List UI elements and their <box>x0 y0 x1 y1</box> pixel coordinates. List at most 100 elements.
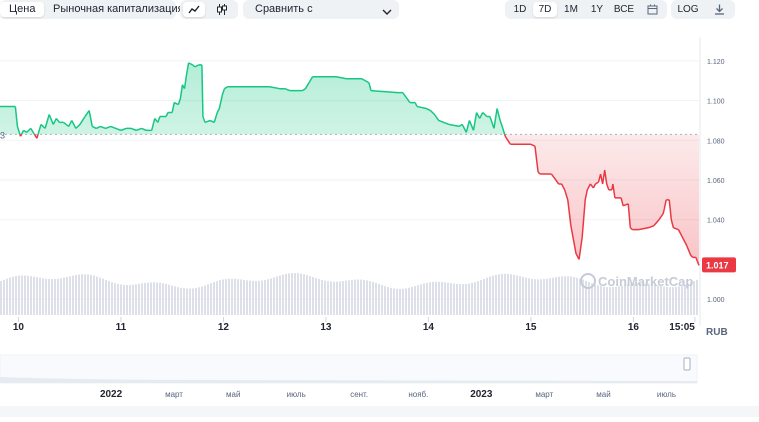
volume-bar <box>423 283 425 315</box>
volume-bar <box>621 285 623 315</box>
volume-bar <box>120 284 122 315</box>
volume-bar <box>30 276 32 315</box>
compare-select[interactable]: Сравнить с <box>243 0 399 19</box>
volume-bar <box>540 279 542 315</box>
volume-bar <box>648 283 650 315</box>
volume-bar <box>609 287 611 315</box>
x-tick-label: 15 <box>525 322 537 333</box>
navigator-label: март <box>165 390 183 399</box>
volume-bar <box>501 273 503 315</box>
range-1y[interactable]: 1Y <box>590 4 604 15</box>
volume-bar <box>168 284 170 315</box>
volume-bar <box>216 281 218 315</box>
range-7d[interactable]: 7D <box>533 2 557 17</box>
volume-bar <box>684 284 686 315</box>
volume-bar <box>129 284 131 315</box>
volume-bar <box>99 277 101 315</box>
volume-bar <box>432 281 434 315</box>
compare-select-label: Сравнить с <box>255 3 313 15</box>
log-scale-button[interactable]: LOG <box>677 4 699 15</box>
x-tick-label: 14 <box>423 322 435 333</box>
volume-bar <box>264 279 266 315</box>
volume-bar <box>573 276 575 315</box>
volume-bar <box>132 284 134 315</box>
volume-bar <box>510 274 512 315</box>
volume-bar <box>348 280 350 315</box>
volume-bar <box>249 280 251 315</box>
volume-bar <box>276 276 278 315</box>
volume-bar <box>429 282 431 315</box>
navigator-label: июль <box>287 390 306 399</box>
download-icon[interactable] <box>708 2 730 17</box>
volume-bar <box>402 288 404 315</box>
chart-toolbar: Цена Рыночная капитализация Сравнить с 1… <box>0 0 759 22</box>
volume-bar <box>183 288 185 315</box>
volume-bar <box>207 284 209 315</box>
volume-bar <box>135 284 137 315</box>
volume-bar <box>567 276 569 315</box>
calendar-icon[interactable] <box>641 2 663 17</box>
volume-bar <box>81 274 83 315</box>
volume-bar <box>279 275 281 315</box>
price-line-down <box>19 133 700 266</box>
volume-bar <box>519 276 521 315</box>
time-range-selector: 1D 7D 1M 1Y ВСЕ <box>505 0 667 19</box>
area-fill-down <box>19 134 699 266</box>
volume-bar <box>357 279 359 315</box>
volume-bar <box>162 283 164 315</box>
tab-market-cap[interactable]: Рыночная капитализация <box>53 3 184 15</box>
volume-bar <box>102 278 104 315</box>
y-tick-label: 1.080 <box>707 138 725 145</box>
volume-bar <box>147 282 149 315</box>
currency-label: RUB <box>706 327 728 338</box>
volume-bar <box>156 282 158 315</box>
volume-bar <box>315 278 317 315</box>
volume-bar <box>294 273 296 315</box>
volume-bar <box>72 275 74 315</box>
range-1d[interactable]: 1D <box>513 4 527 15</box>
volume-bar <box>63 277 65 315</box>
volume-bar <box>237 279 239 315</box>
volume-bar <box>246 280 248 315</box>
volume-bar <box>489 276 491 315</box>
volume-bar <box>54 278 56 315</box>
volume-bar <box>477 281 479 315</box>
volume-bar <box>117 283 119 315</box>
volume-bar <box>546 278 548 315</box>
range-1m[interactable]: 1M <box>564 4 578 15</box>
volume-bar <box>333 281 335 315</box>
volume-bar <box>498 274 500 315</box>
candlestick-chart-icon[interactable] <box>211 2 233 17</box>
volume-bar <box>582 279 584 315</box>
volume-bar <box>414 286 416 315</box>
volume-bar <box>528 278 530 315</box>
y-tick-label: 1.120 <box>707 59 725 66</box>
volume-bar <box>285 273 287 315</box>
volume-bar <box>360 279 362 315</box>
volume-bar <box>123 284 125 315</box>
volume-bar <box>405 288 407 315</box>
volume-bar <box>552 277 554 315</box>
volume-bar <box>369 281 371 315</box>
volume-bar <box>564 276 566 315</box>
volume-bar <box>516 275 518 315</box>
volume-bar <box>366 280 368 315</box>
watermark-logo-icon <box>580 273 596 289</box>
volume-bar <box>306 275 308 315</box>
volume-bar <box>300 273 302 315</box>
volume-bar <box>228 278 230 315</box>
volume-bar <box>36 277 38 315</box>
volume-bar <box>627 284 629 315</box>
range-all[interactable]: ВСЕ <box>613 4 635 15</box>
y-tick-label: 1.000 <box>707 297 725 304</box>
volume-bar <box>195 287 197 315</box>
volume-bar <box>252 280 254 315</box>
volume-bar <box>465 283 467 315</box>
tab-price[interactable]: Цена <box>0 2 45 17</box>
line-chart-icon[interactable] <box>183 2 205 17</box>
volume-bar <box>468 283 470 315</box>
volume-bar <box>327 281 329 315</box>
volume-bar <box>186 288 188 315</box>
volume-bar <box>411 286 413 315</box>
x-tick-label: 10 <box>13 322 25 333</box>
